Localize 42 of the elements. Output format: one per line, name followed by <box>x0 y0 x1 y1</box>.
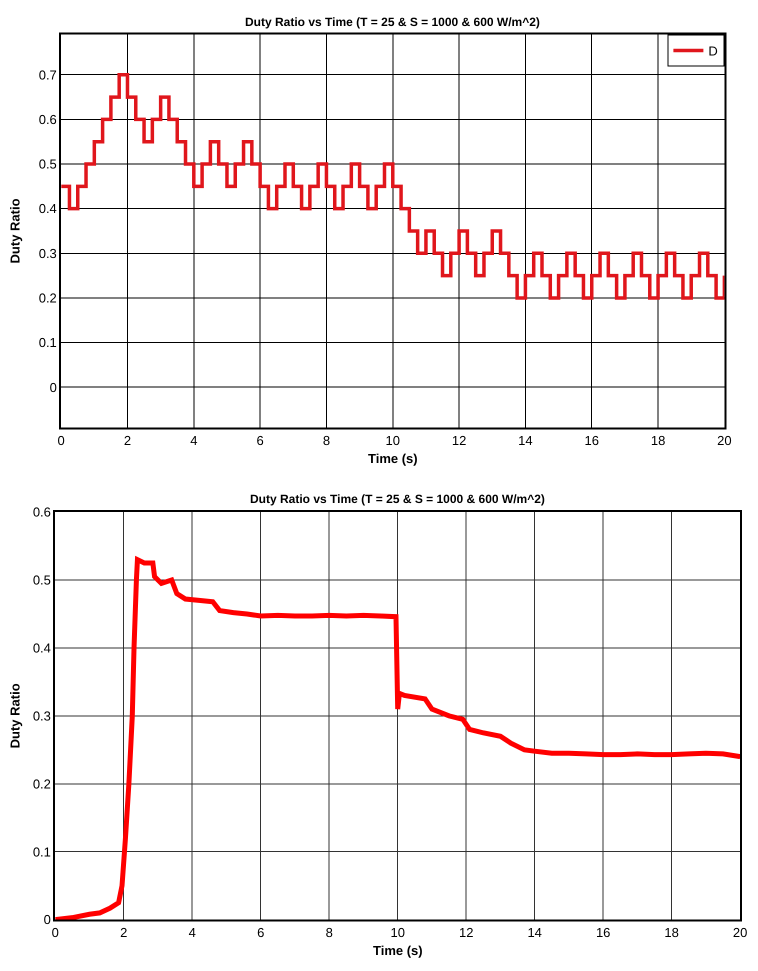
chart-title: Duty Ratio vs Time (T = 25 & S = 1000 & 600 W/m^2) <box>245 15 540 29</box>
y-tick-label: 0 <box>50 380 57 395</box>
x-tick-label: 10 <box>386 432 400 448</box>
y-tick-label: 0.3 <box>38 246 57 261</box>
x-tick-label: 4 <box>188 925 196 940</box>
x-tick-label: 2 <box>124 432 132 448</box>
x-tick-label: 20 <box>732 925 748 940</box>
x-tick-label: 2 <box>120 925 128 940</box>
x-axis-title: Time (s) <box>373 943 423 958</box>
x-tick-label: 14 <box>527 925 542 940</box>
y-axis-title: Duty Ratio <box>7 198 22 264</box>
x-tick-label: 4 <box>190 432 198 448</box>
x-tick-label: 8 <box>326 925 333 940</box>
y-tick-label: 0.4 <box>38 201 57 216</box>
y-tick-label: 0.1 <box>38 335 57 350</box>
y-tick-label: 0.5 <box>38 156 57 172</box>
x-tick-label: 16 <box>584 432 599 448</box>
legend-label: D <box>708 44 718 59</box>
y-tick-label: 0.2 <box>38 290 57 306</box>
y-tick-label: 0.1 <box>32 844 51 860</box>
chart-title: Duty Ratio vs Time (T = 25 & S = 1000 & 600 W/m^2) <box>250 492 545 506</box>
y-tick-label: 0.6 <box>32 504 51 520</box>
x-tick-label: 12 <box>458 925 474 940</box>
x-tick-label: 8 <box>322 432 330 448</box>
x-tick-label: 14 <box>518 432 533 448</box>
x-axis-title: Time (s) <box>368 451 418 466</box>
y-tick-label: 0 <box>44 912 51 928</box>
y-tick-label: 0.2 <box>32 776 51 792</box>
x-tick-label: 20 <box>717 432 732 448</box>
y-axis-title: Duty Ratio <box>8 683 23 748</box>
y-tick-label: 0.4 <box>32 640 51 656</box>
x-tick-label: 18 <box>664 925 679 940</box>
y-tick-label: 0.6 <box>38 112 57 127</box>
x-tick-label: 6 <box>256 432 264 448</box>
x-tick-label: 6 <box>257 925 264 940</box>
y-tick-label: 0.3 <box>32 708 51 724</box>
x-tick-label: 10 <box>390 925 405 940</box>
y-tick-label: 0.7 <box>38 67 57 82</box>
x-tick-label: 16 <box>596 925 610 940</box>
x-tick-label: 12 <box>452 432 466 448</box>
y-tick-label: 0.5 <box>32 572 51 588</box>
x-tick-label: 18 <box>650 432 666 448</box>
